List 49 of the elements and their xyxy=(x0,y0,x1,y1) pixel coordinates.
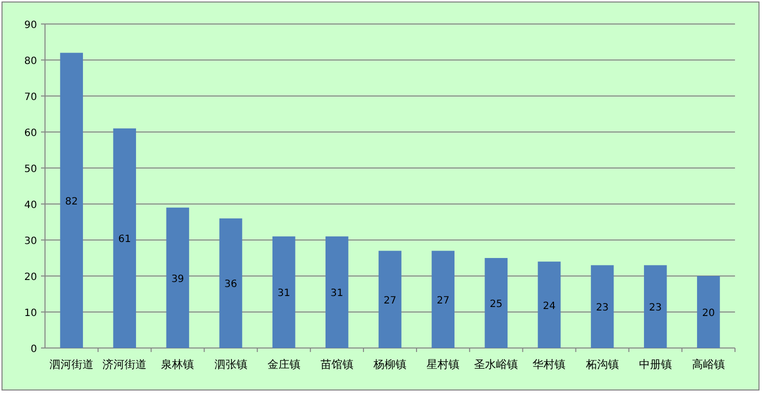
x-tick-label: 华村镇 xyxy=(532,358,566,371)
y-tick-label: 0 xyxy=(30,344,37,355)
y-tick-label: 60 xyxy=(24,128,37,139)
x-tick-label: 金庄镇 xyxy=(267,358,300,371)
bar xyxy=(219,218,242,348)
bar xyxy=(590,265,614,348)
x-tick-label: 泗张镇 xyxy=(214,358,248,371)
x-tick-label: 杨柳镇 xyxy=(372,358,406,371)
data-label: 20 xyxy=(702,308,715,319)
y-tick-label: 50 xyxy=(24,164,37,175)
y-tick-label: 90 xyxy=(24,20,37,31)
data-label: 27 xyxy=(384,295,396,306)
data-label: 61 xyxy=(118,234,131,246)
x-tick-label: 柘沟镇 xyxy=(584,358,619,371)
data-label: 24 xyxy=(542,300,556,312)
x-tick-label: 高峪镇 xyxy=(692,358,725,371)
y-tick-label: 80 xyxy=(24,56,37,67)
bar xyxy=(60,52,83,348)
bar xyxy=(697,276,720,348)
bar xyxy=(113,128,136,348)
x-tick-label: 泗河街道 xyxy=(50,358,94,371)
y-tick-label: 40 xyxy=(24,200,37,211)
bar xyxy=(644,265,667,348)
bar xyxy=(166,208,190,348)
data-label: 31 xyxy=(277,288,290,300)
data-label: 31 xyxy=(330,288,344,300)
data-label: 82 xyxy=(65,196,78,208)
y-tick-label: 70 xyxy=(24,92,37,103)
bar xyxy=(272,236,296,348)
x-tick-label: 苗馆镇 xyxy=(320,358,354,371)
bar xyxy=(326,236,348,348)
bar xyxy=(378,250,402,348)
y-tick-label: 30 xyxy=(24,236,37,247)
y-tick-label: 10 xyxy=(24,308,37,319)
data-label: 23 xyxy=(596,302,609,314)
data-label: 36 xyxy=(224,279,238,290)
x-tick-label: 圣水峪镇 xyxy=(474,358,518,371)
x-tick-label: 泉林镇 xyxy=(161,358,194,371)
data-label: 23 xyxy=(649,302,662,314)
data-label: 39 xyxy=(171,274,184,285)
data-label: 25 xyxy=(490,299,503,310)
bar xyxy=(538,262,561,348)
x-tick-label: 星村镇 xyxy=(426,358,460,371)
bar xyxy=(432,250,454,348)
x-tick-label: 济河街道 xyxy=(102,358,147,371)
x-tick-label: 中册镇 xyxy=(638,358,672,371)
data-label: 27 xyxy=(436,295,450,306)
bar xyxy=(484,258,508,348)
y-tick-label: 20 xyxy=(24,272,37,283)
